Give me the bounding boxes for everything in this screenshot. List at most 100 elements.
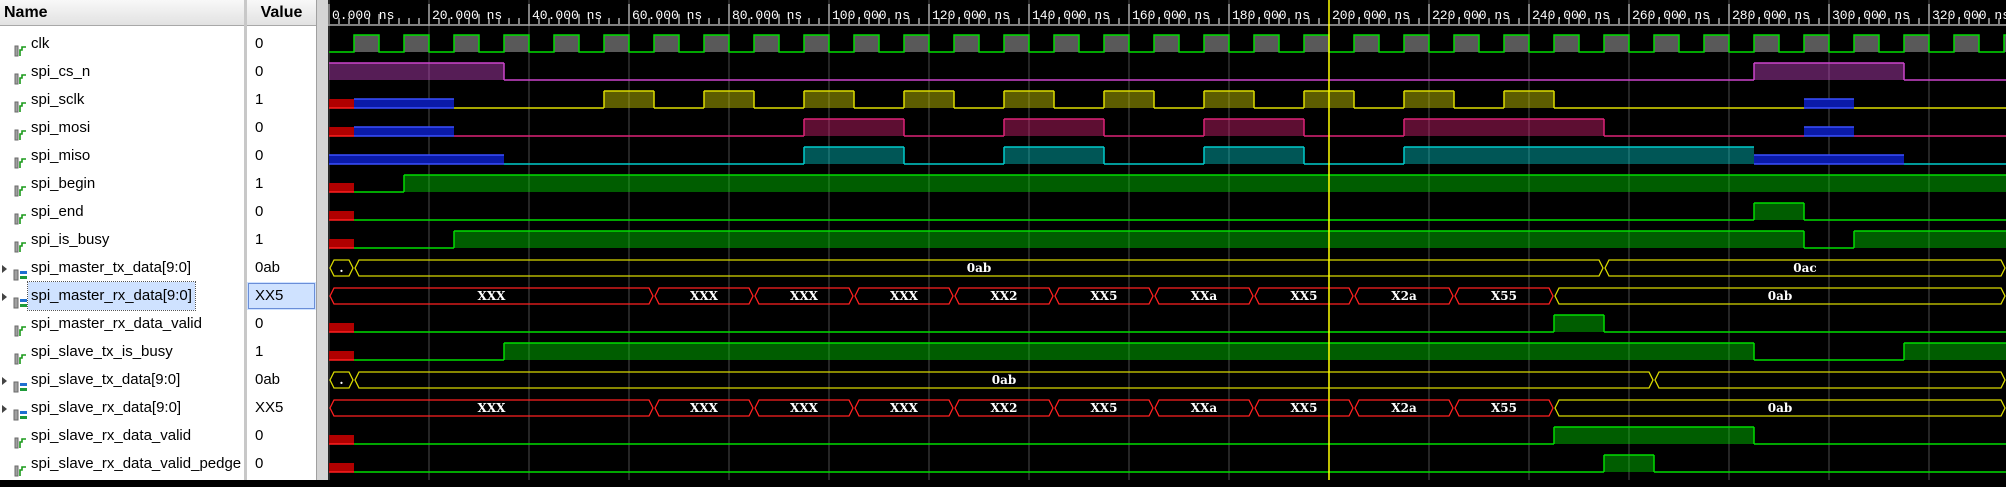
bus-segment	[854, 287, 954, 305]
signal-name: spi_master_tx_data[9:0]	[31, 259, 192, 276]
signal-row-clk[interactable]: clk	[0, 30, 244, 58]
clock-high	[1354, 35, 1379, 52]
signal-value-spi-master-rx-data[interactable]: XX5	[247, 282, 316, 310]
bit-signal-icon	[14, 179, 27, 207]
bus-segment	[354, 371, 1654, 389]
tick-label: 160.000 ns	[1132, 8, 1210, 23]
bus-segment	[1554, 287, 2006, 305]
signal-row-spi-slave-rx-data-valid-pedge[interactable]: spi_slave_rx_data_valid_pedge	[0, 450, 244, 478]
signal-value-spi-begin[interactable]: 1	[255, 175, 264, 192]
clock-high	[754, 35, 779, 52]
high-fill	[1404, 91, 1454, 108]
expand-arrow-icon[interactable]	[2, 377, 7, 385]
signal-name: spi_end	[31, 203, 84, 220]
bus-value: XXX	[478, 401, 507, 415]
signal-row-spi-begin[interactable]: spi_begin	[0, 170, 244, 198]
pane-splitter[interactable]	[244, 0, 247, 480]
clock-high	[404, 35, 429, 52]
signal-row-spi-mosi[interactable]: spi_mosi	[0, 114, 244, 142]
bit-signal-icon	[14, 151, 27, 179]
signal-row-spi-slave-rx-data[interactable]: spi_slave_rx_data[9:0]	[0, 394, 244, 422]
waveform-pane[interactable]: 0.000 ns 20.000 ns 40.000 ns 60.000 ns 80.00…	[328, 0, 2006, 480]
tick-label: 60.000 ns	[632, 8, 702, 23]
value-column-header[interactable]: Value	[247, 0, 316, 26]
signal-row-spi-slave-tx-data[interactable]: spi_slave_tx_data[9:0]	[0, 366, 244, 394]
signal-row-spi-miso[interactable]: spi_miso	[0, 142, 244, 170]
tick-label: 100.000 ns	[832, 8, 910, 23]
signal-name: spi_is_busy	[31, 231, 110, 248]
bus-segment	[354, 259, 1604, 277]
unknown-state	[329, 435, 354, 444]
bus-signal-icon	[13, 403, 28, 431]
signal-row-spi-master-rx-data-valid[interactable]: spi_master_rx_data_valid	[0, 310, 244, 338]
bus-segment	[329, 399, 654, 417]
expand-arrow-icon[interactable]	[2, 405, 7, 413]
signal-row-spi-master-tx-data[interactable]: spi_master_tx_data[9:0]	[0, 254, 244, 282]
wave-pane-splitter[interactable]	[316, 0, 328, 480]
bus-segment	[1454, 399, 1554, 417]
bus-segment	[329, 287, 654, 305]
signal-value-spi-sclk[interactable]: 1	[255, 91, 264, 108]
expand-arrow-icon[interactable]	[2, 293, 7, 301]
signal-row-spi-slave-rx-data-valid[interactable]: spi_slave_rx_data_valid	[0, 422, 244, 450]
signal-value-spi-end[interactable]: 0	[255, 203, 264, 220]
fill-region	[1804, 99, 1854, 108]
signal-value-clk[interactable]: 0	[255, 35, 264, 52]
high-fill	[1904, 343, 2006, 360]
bus-segment	[1604, 259, 2006, 277]
high-fill	[604, 91, 654, 108]
signal-name: spi_cs_n	[31, 63, 91, 80]
high-fill	[454, 231, 1804, 248]
tick-label: 320.000 ns	[1932, 8, 2006, 23]
name-column-header[interactable]: Name	[0, 0, 244, 26]
bus-segment	[1354, 399, 1454, 417]
bus-segment	[754, 399, 854, 417]
waveform-canvas[interactable]: 0.000 ns 20.000 ns 40.000 ns 60.000 ns 80.00…	[328, 0, 2006, 480]
bus-value: XXX	[890, 289, 919, 303]
signal-value-spi-slave-rx-data-valid[interactable]: 0	[255, 427, 264, 444]
bus-value: 0ab	[1768, 289, 1793, 303]
signal-name: spi_miso	[31, 147, 91, 164]
signal-value-spi-mosi[interactable]: 0	[255, 119, 264, 136]
fill-region	[1804, 127, 1854, 136]
unknown-state	[329, 183, 354, 192]
signal-value-spi-slave-tx-is-busy[interactable]: 1	[255, 343, 264, 360]
high-fill	[804, 119, 904, 136]
signal-row-spi-is-busy[interactable]: spi_is_busy	[0, 226, 244, 254]
bus-segment	[1654, 371, 2006, 389]
signal-value-spi-is-busy[interactable]: 1	[255, 231, 264, 248]
signal-row-spi-cs-n[interactable]: spi_cs_n	[0, 58, 244, 86]
clock-high	[1954, 35, 1979, 52]
high-fill	[1604, 455, 1654, 472]
signal-row-spi-master-rx-data[interactable]: spi_master_rx_data[9:0]	[0, 281, 244, 311]
signal-row-spi-sclk[interactable]: spi_sclk	[0, 86, 244, 114]
bus-signal-icon	[13, 375, 28, 403]
expand-arrow-icon[interactable]	[2, 265, 7, 273]
signal-row-spi-end[interactable]: spi_end	[0, 198, 244, 226]
high-fill	[1204, 91, 1254, 108]
bus-value: 0ac	[1793, 261, 1816, 275]
tick-label: 140.000 ns	[1032, 8, 1110, 23]
unknown-state	[329, 351, 354, 360]
signal-value-spi-master-rx-data-valid[interactable]: 0	[255, 315, 264, 332]
signal-value-spi-master-tx-data[interactable]: 0ab	[255, 259, 281, 276]
signal-value-spi-miso[interactable]: 0	[255, 147, 264, 164]
signal-value-spi-slave-rx-data[interactable]: XX5	[255, 399, 284, 416]
signal-value-spi-slave-rx-data-valid-pedge[interactable]: 0	[255, 455, 264, 472]
signal-row-spi-slave-tx-is-busy[interactable]: spi_slave_tx_is_busy	[0, 338, 244, 366]
bus-value: .	[339, 373, 343, 387]
clock-trace	[329, 34, 2006, 53]
bit-signal-icon	[14, 347, 27, 375]
signal-value-spi-cs-n[interactable]: 0	[255, 63, 264, 80]
bus-segment	[329, 259, 354, 277]
clock-high	[1854, 35, 1879, 52]
unknown-state	[329, 463, 354, 472]
clock-high	[2004, 35, 2006, 52]
bus-segment	[1054, 287, 1154, 305]
tick-label: 220.000 ns	[1432, 8, 1510, 23]
bus-segment	[854, 399, 954, 417]
high-fill	[504, 343, 1754, 360]
signal-value-spi-slave-tx-data[interactable]: 0ab	[255, 371, 281, 388]
unknown-state	[329, 211, 354, 220]
bus-segment	[1454, 287, 1554, 305]
